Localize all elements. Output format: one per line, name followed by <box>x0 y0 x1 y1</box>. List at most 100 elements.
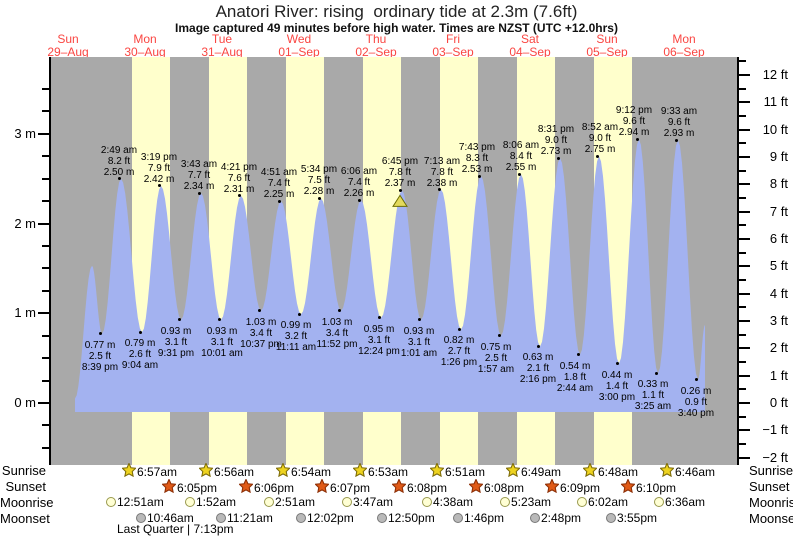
moonrise-entry: 3:47am <box>342 495 393 509</box>
ft-axis-tick <box>739 224 746 227</box>
moonset-entry: 1:46pm <box>453 511 504 525</box>
moonset-entry: 2:48pm <box>530 511 581 525</box>
ft-axis-label: 9 ft <box>769 148 788 164</box>
ft-axis-label: 10 ft <box>762 121 788 137</box>
sunset-entry: 6:09pm <box>544 478 600 496</box>
low-tide-label: 0.33 m 1.1 ft 3:25 am <box>634 379 672 413</box>
m-axis-label: 0 m <box>14 395 36 410</box>
moonset-time: 12:02pm <box>307 511 354 525</box>
ft-axis-tick <box>739 128 750 131</box>
sunset-star-icon <box>544 478 560 496</box>
low-tide-label: 1.03 m 3.4 ft 11:52 pm <box>316 316 358 350</box>
ft-axis-label: 1 ft <box>769 367 788 383</box>
moonrise-time: 2:51am <box>275 495 316 509</box>
astro-row-label-left: Sunrise <box>1 463 46 478</box>
moonset-time: 12:50pm <box>388 511 435 525</box>
sunrise-entry: 6:54am <box>275 462 331 480</box>
high-tide-dot <box>197 191 201 195</box>
low-tide-label: 0.99 m 3.2 ft 11:11 am <box>275 320 317 354</box>
sunrise-time: 6:49am <box>521 464 562 479</box>
moonrise-time: 5:23am <box>511 495 552 509</box>
sunrise-entry: 6:56am <box>198 462 254 480</box>
low-tide-dot <box>654 371 658 375</box>
day-label: Wed 01–Sep <box>278 32 320 59</box>
sunset-star-icon <box>620 478 636 496</box>
day-label: Sun 29–Aug <box>47 32 89 59</box>
page-title: Anatori River: rising ordinary tide at 2… <box>215 2 578 21</box>
moonset-circle-icon <box>453 513 463 523</box>
astro-row-label-left: Sunset <box>5 479 46 494</box>
moonrise-entry: 12:51am <box>106 495 164 509</box>
capture-marker-triangle <box>392 194 408 207</box>
moonrise-circle-icon <box>577 497 587 507</box>
moonset-entry: 12:50pm <box>377 511 435 525</box>
m-axis-label: 1 m <box>14 305 36 321</box>
moonrise-entry: 6:36am <box>654 495 705 509</box>
astro-row-label-left: Moonset <box>0 511 50 526</box>
low-tide-label: 0.95 m 3.1 ft 12:24 pm <box>358 323 400 357</box>
high-tide-label: 5:34 pm 7.5 ft 2.28 m <box>300 164 338 198</box>
moonset-circle-icon <box>530 513 540 523</box>
day-label: Mon 06–Sep <box>663 32 705 59</box>
sunrise-entry: 6:51am <box>429 462 486 480</box>
ft-axis-tick <box>739 251 746 254</box>
low-tide-dot <box>694 378 698 382</box>
ft-axis-label: 0 ft <box>769 395 788 410</box>
sunrise-star-icon <box>352 462 368 480</box>
m-axis-tick <box>42 424 49 427</box>
moonrise-time: 6:02am <box>588 495 629 509</box>
low-tide-label: 0.82 m 2.7 ft 1:26 pm <box>440 335 478 369</box>
sunrise-star-icon <box>429 462 445 480</box>
capture-subtitle: Image captured 49 minutes before high wa… <box>175 21 618 35</box>
ft-axis-tick <box>739 306 746 309</box>
high-tide-dot <box>277 199 281 203</box>
moonset-entry: 11:21am <box>216 511 273 525</box>
ft-axis-label: −2 ft <box>762 449 788 465</box>
astro-row-label-left: Moonrise <box>0 495 54 510</box>
moonset-entry: 10:46am <box>136 511 194 525</box>
high-tide-label: 4:21 pm 7.6 ft 2.31 m <box>220 161 258 195</box>
moonrise-entry: 6:02am <box>577 495 628 509</box>
sunrise-time: 6:51am <box>445 464 486 479</box>
ft-axis-tick <box>739 333 746 336</box>
moonrise-entry: 2:51am <box>264 495 315 509</box>
moonset-circle-icon <box>606 513 616 523</box>
ft-axis-tick <box>739 210 750 213</box>
ft-axis-tick <box>739 388 746 391</box>
sunset-time: 6:10pm <box>636 480 677 495</box>
ft-axis-label: 2 ft <box>769 340 788 356</box>
m-axis-tick <box>42 267 49 270</box>
ft-axis-tick <box>739 142 746 145</box>
day-label: Fri 03–Sep <box>432 32 474 59</box>
low-tide-dot <box>615 362 619 366</box>
low-tide-label: 0.79 m 2.6 ft 9:04 am <box>121 338 159 372</box>
day-label: Mon 30–Aug <box>124 32 166 59</box>
low-tide-dot <box>138 330 142 334</box>
low-tide-label: 1.03 m 3.4 ft 10:37 pm <box>240 316 282 350</box>
m-axis-tick <box>38 312 49 315</box>
moonset-circle-icon <box>377 513 387 523</box>
ft-axis-tick <box>739 265 750 268</box>
ft-axis-tick <box>739 237 750 240</box>
sunrise-star-icon <box>198 462 214 480</box>
high-tide-dot <box>437 188 441 191</box>
ft-axis-tick <box>739 429 750 432</box>
moonset-time: 1:46pm <box>464 511 505 525</box>
ft-axis-tick <box>739 60 746 63</box>
sunrise-entry: 6:49am <box>505 462 562 480</box>
sunset-star-icon <box>391 478 407 496</box>
ft-axis-tick <box>739 183 750 186</box>
moonrise-circle-icon <box>422 497 432 507</box>
low-tide-label: 0.54 m 1.8 ft 2:44 am <box>556 360 594 394</box>
ft-axis-tick <box>739 278 746 281</box>
m-axis-tick <box>38 402 49 404</box>
ft-axis-label: 4 ft <box>769 285 788 301</box>
ft-axis-tick <box>739 155 750 158</box>
m-axis-tick <box>38 222 49 225</box>
m-axis-tick <box>42 110 49 113</box>
sunset-entry: 6:10pm <box>620 478 677 496</box>
astro-row-label-right: Sunrise <box>749 463 793 478</box>
sunset-entry: 6:07pm <box>314 478 370 496</box>
high-tide-label: 4:51 am 7.4 ft 2.25 m <box>260 167 298 201</box>
sunrise-star-icon <box>582 462 598 480</box>
